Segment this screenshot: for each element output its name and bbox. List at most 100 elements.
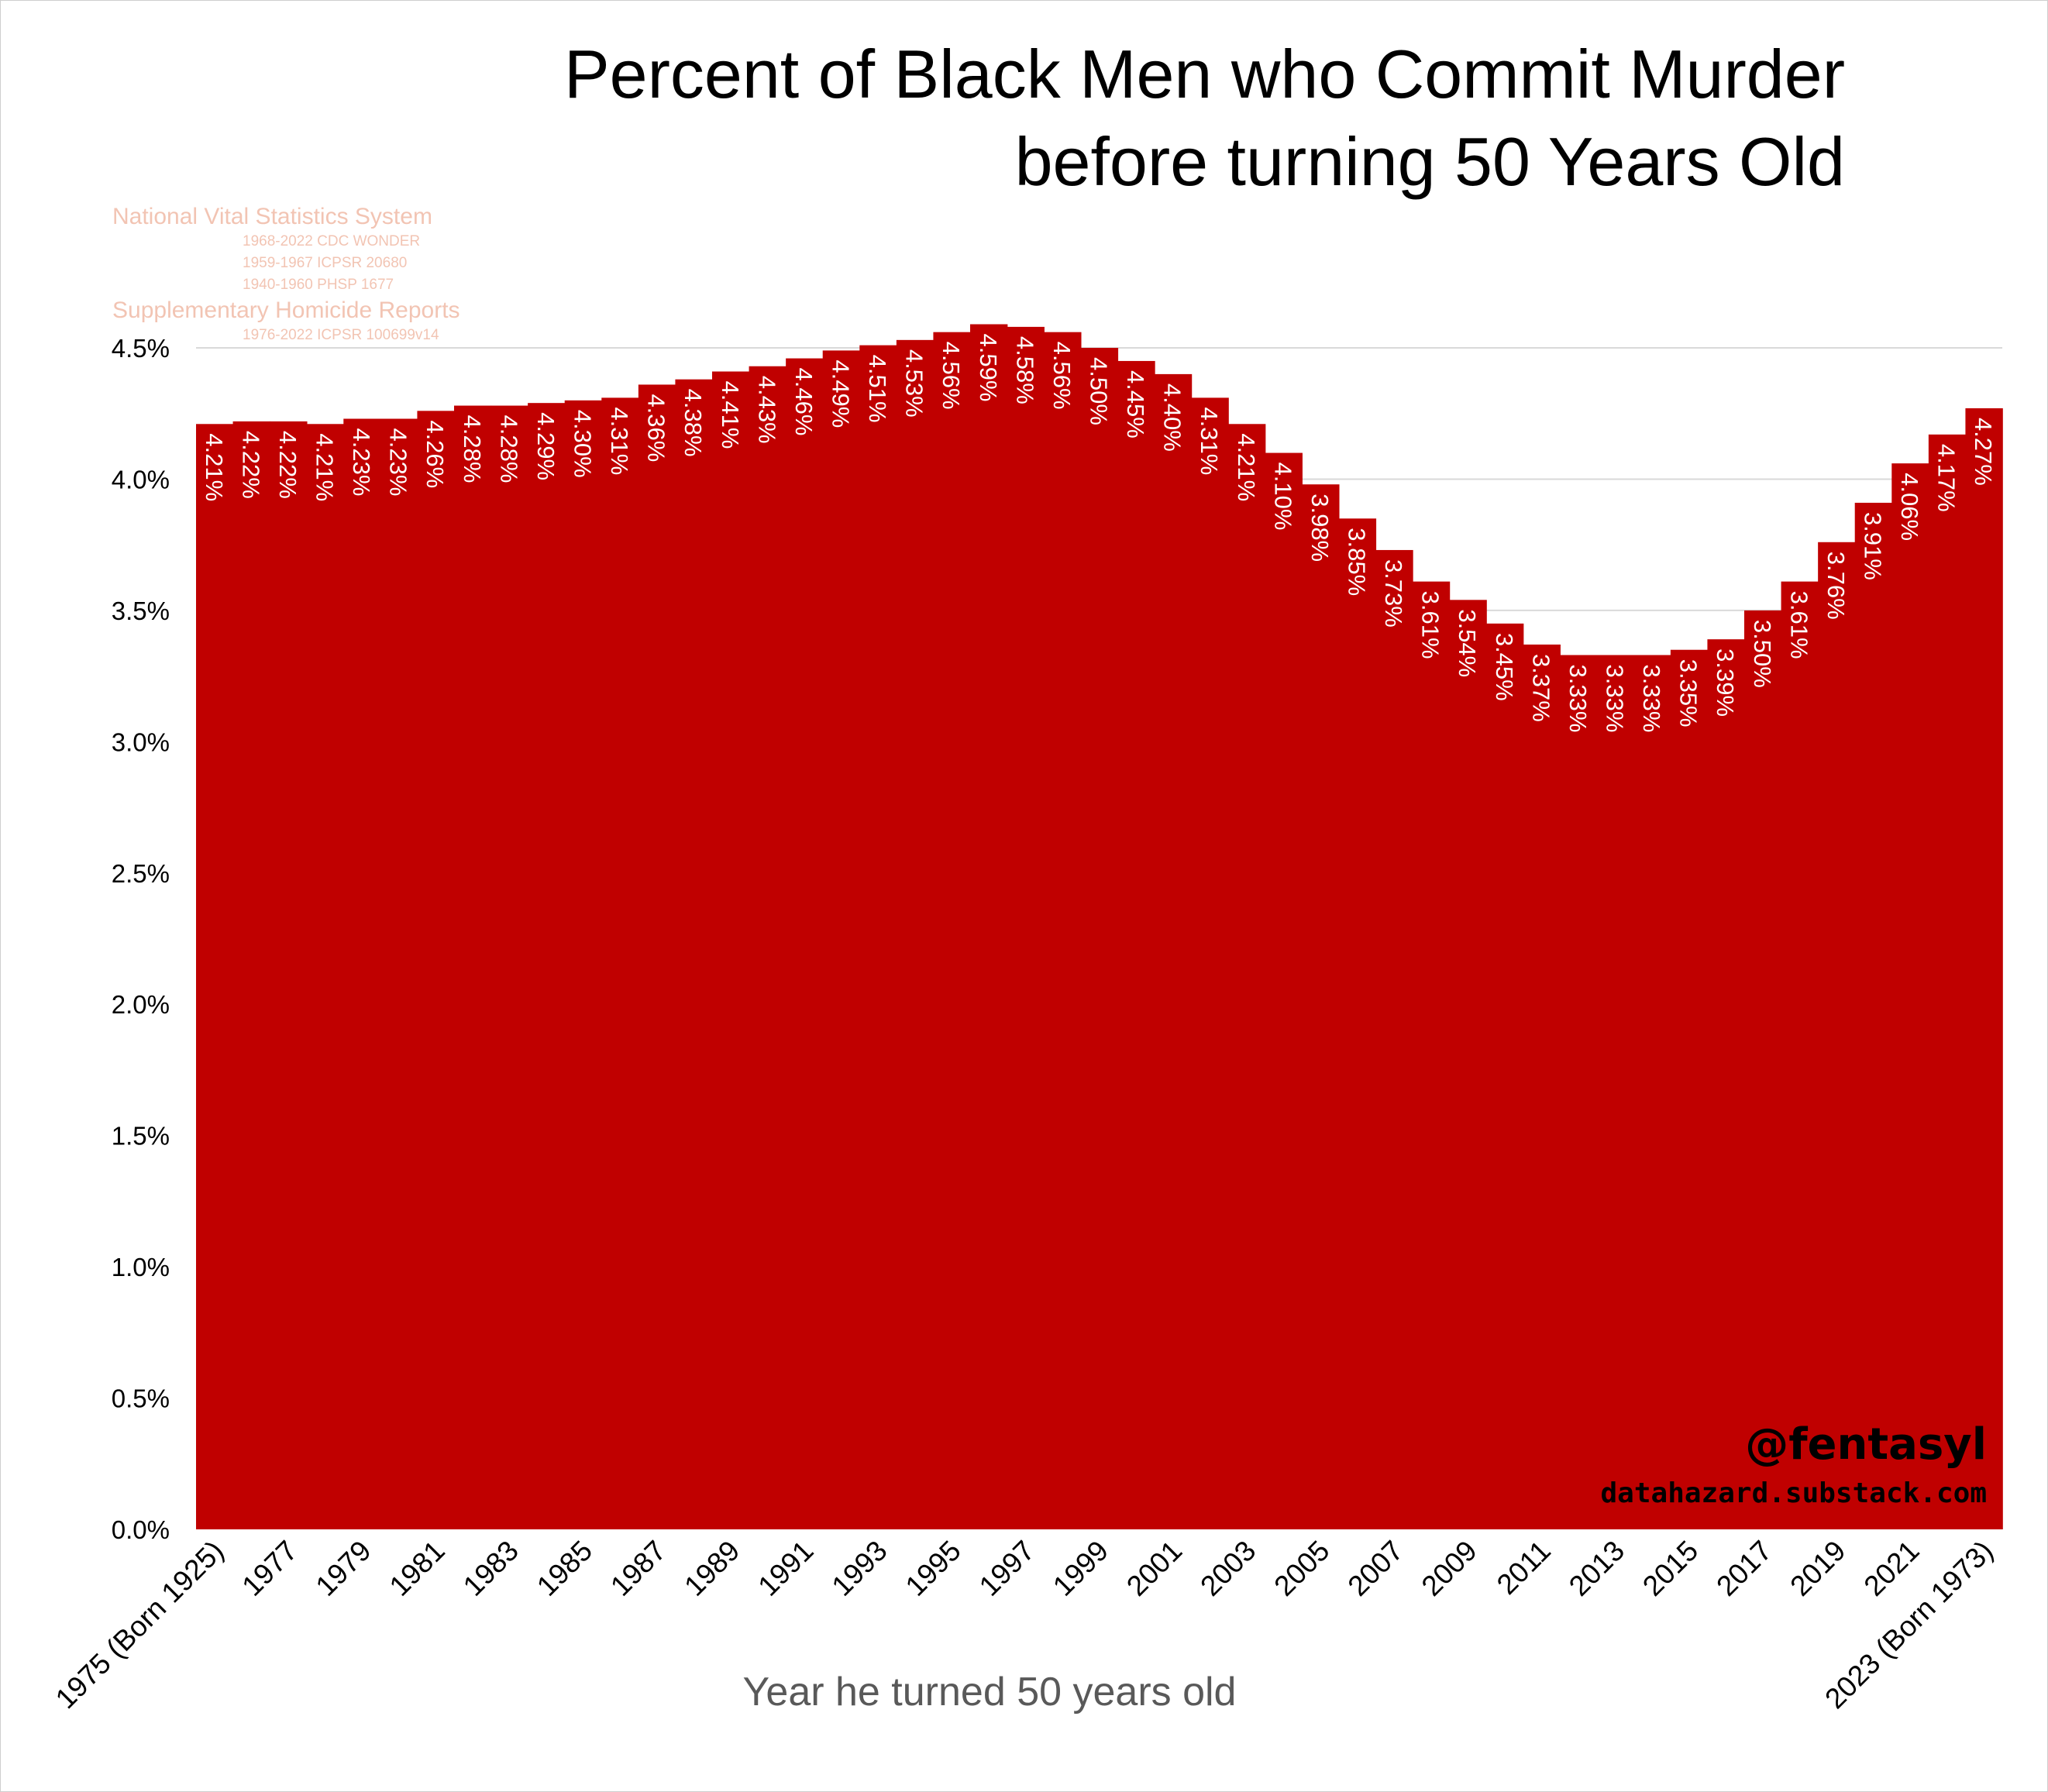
area-step [1560,655,1598,1529]
area-step [1781,581,1819,1529]
y-tick-label: 2.0% [112,990,170,1019]
data-label: 4.21% [312,433,339,501]
area-step [1007,326,1045,1529]
y-tick-label: 1.0% [112,1253,170,1281]
data-label: 4.30% [570,410,597,478]
area-step [1412,581,1451,1529]
x-tick-label: 2013 [1563,1535,1630,1602]
area-step [1744,610,1782,1529]
data-label: 3.54% [1454,609,1481,677]
area-step [1854,502,1893,1530]
area-step [1965,408,2003,1530]
source-nvss-item: 1940-1960 PHSP 1677 [243,277,394,293]
area-step [1044,332,1082,1529]
y-axis: 0.0% 0.5% 1.0% 1.5% 2.0% 2.5% 3.0% 3.5% 4.0% 4.5% [112,334,170,1544]
area-step [1523,644,1561,1530]
data-label: 4.21% [201,433,228,501]
x-tick-label: 2015 [1637,1535,1704,1602]
data-label: 4.22% [274,431,301,499]
data-label: 3.98% [1306,494,1334,562]
area-step [896,339,935,1530]
y-tick-label: 4.5% [112,334,170,363]
data-label: 4.17% [1933,444,1960,512]
data-label: 3.35% [1675,659,1702,727]
source-nvss: National Vital Statistics System [112,204,432,229]
area-step [786,358,824,1529]
area-step [1633,655,1671,1529]
x-tick-label: 1985 [531,1535,598,1602]
data-label: 4.28% [459,415,486,483]
x-tick-label: 2003 [1194,1535,1261,1602]
area-step [417,411,455,1529]
data-label: 4.06% [1896,473,1923,541]
data-label: 4.46% [790,368,817,436]
area-step [1891,463,1929,1529]
area-step [638,384,676,1530]
y-tick-label: 2.5% [112,859,170,888]
y-tick-label: 3.5% [112,597,170,625]
area-step [1117,360,1155,1530]
area-step [1228,424,1266,1529]
area-step [564,400,603,1529]
data-label: 4.56% [938,342,965,410]
area-step [232,421,270,1529]
x-tick-label: 1991 [752,1535,819,1602]
area-step [970,324,1008,1529]
area-step [1928,434,1967,1529]
data-label: 4.58% [1011,336,1038,404]
area-step [822,350,861,1529]
x-tick-label: 2007 [1342,1535,1410,1602]
data-label: 4.51% [864,355,891,423]
area-step [270,421,308,1529]
area-step [601,397,639,1529]
data-label: 4.23% [348,428,375,497]
x-tick-label: 2009 [1416,1535,1483,1602]
area-step [1302,484,1340,1529]
x-tick-label: 1993 [826,1535,893,1602]
data-label: 3.33% [1638,665,1665,733]
watermark-site: datahazard.substack.com [1601,1477,1988,1509]
data-label: 3.37% [1527,654,1554,722]
area-step [306,424,345,1529]
area-step [490,405,528,1529]
chart-title-line-2: before turning 50 Years Old [1015,123,1845,200]
y-tick-label: 4.0% [112,465,170,494]
data-label: 4.29% [532,412,559,480]
data-label: 4.36% [643,394,670,462]
area-step [1154,373,1193,1529]
area-step [1486,623,1524,1529]
chart-title-line-1: Percent of Black Men who Commit Murder [564,36,1845,112]
x-tick-label: 1999 [1047,1535,1114,1602]
area-step [749,366,787,1530]
area-step [933,332,971,1529]
watermark-handle: @fentasyl [1745,1419,1987,1470]
data-label: 4.22% [237,431,264,499]
x-tick-label: 1995 [900,1535,967,1602]
data-label: 4.23% [385,428,412,497]
x-tick-label: 2005 [1268,1535,1335,1602]
data-label: 3.45% [1491,633,1518,701]
data-label: 3.85% [1344,528,1371,596]
area-step [675,379,713,1529]
data-label: 4.31% [1196,407,1223,475]
area-step [528,403,566,1530]
x-tick-label: 1983 [457,1535,525,1602]
x-tick-label: 1981 [384,1535,451,1602]
y-tick-label: 0.5% [112,1384,170,1413]
area-step [1818,542,1856,1529]
area-series [196,324,2003,1530]
data-label: 4.26% [422,420,449,488]
area-step [454,405,492,1529]
data-label: 3.50% [1749,620,1776,688]
data-label: 4.45% [1122,370,1149,439]
data-label: 4.38% [680,389,707,457]
x-tick-label: 1997 [973,1535,1041,1602]
area-step [712,371,750,1529]
area-step [343,418,381,1529]
x-tick-label: 2021 [1858,1535,1926,1602]
data-label: 3.61% [1417,591,1444,659]
data-label: 4.40% [1159,384,1186,452]
area-step [1596,655,1635,1529]
